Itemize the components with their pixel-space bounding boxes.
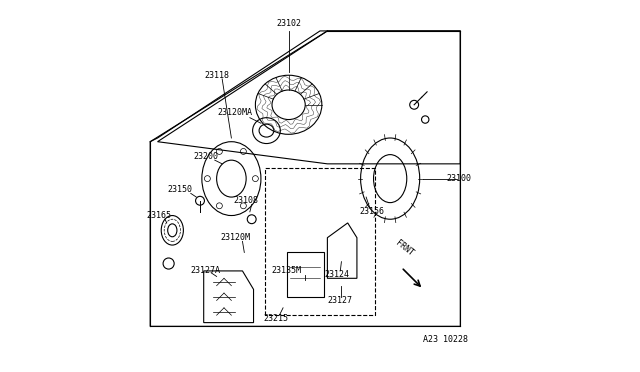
Bar: [287, 253, 324, 297]
Text: 23127A: 23127A: [191, 266, 221, 275]
Text: 23215: 23215: [263, 314, 288, 323]
Text: 23100: 23100: [446, 174, 471, 183]
Text: 23120M: 23120M: [220, 233, 250, 242]
Text: 23124: 23124: [324, 270, 349, 279]
Text: 23135M: 23135M: [272, 266, 302, 275]
Text: 23120MA: 23120MA: [218, 108, 253, 117]
Text: A23 10228: A23 10228: [423, 335, 468, 344]
Text: 23118: 23118: [204, 71, 229, 80]
Text: FRNT: FRNT: [394, 239, 415, 258]
Text: 23165: 23165: [147, 211, 172, 220]
Text: 23108: 23108: [234, 196, 259, 205]
Text: 23156: 23156: [359, 207, 384, 217]
Text: 23102: 23102: [276, 19, 301, 28]
Text: 23150: 23150: [167, 185, 192, 194]
Text: 23200: 23200: [193, 152, 218, 161]
Text: 23127: 23127: [328, 296, 353, 305]
